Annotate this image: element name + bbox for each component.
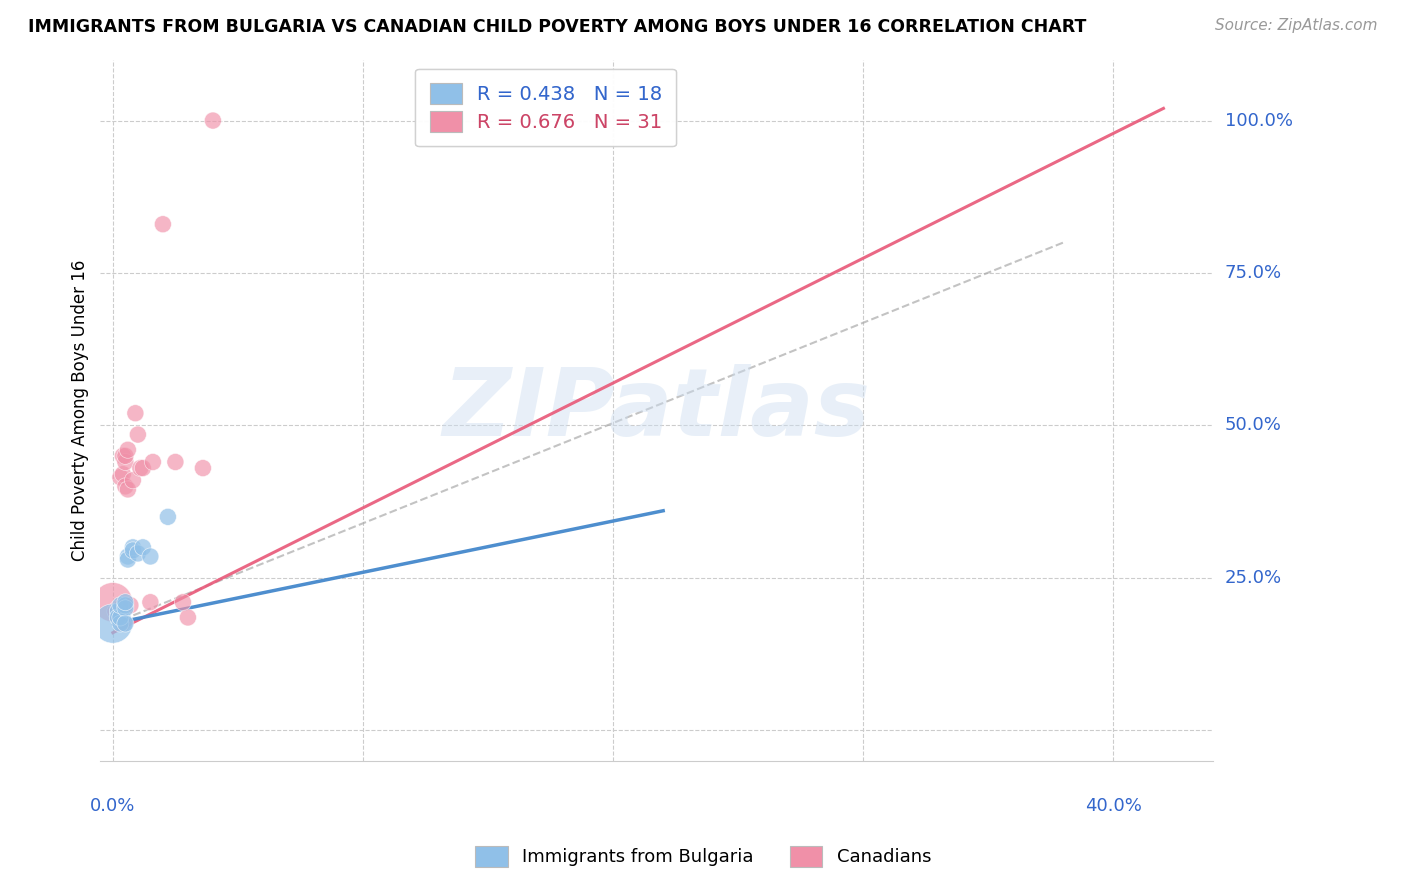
Text: 40.0%: 40.0% bbox=[1085, 797, 1142, 815]
Point bbox=[107, 604, 129, 618]
Point bbox=[101, 616, 124, 631]
Point bbox=[117, 549, 139, 564]
Text: 25.0%: 25.0% bbox=[1225, 569, 1282, 587]
Point bbox=[201, 113, 224, 128]
Text: 100.0%: 100.0% bbox=[1225, 112, 1292, 129]
Point bbox=[127, 546, 149, 560]
Point bbox=[122, 473, 145, 487]
Point bbox=[114, 595, 136, 609]
Point bbox=[117, 552, 139, 566]
Point bbox=[107, 610, 129, 624]
Y-axis label: Child Poverty Among Boys Under 16: Child Poverty Among Boys Under 16 bbox=[72, 260, 89, 561]
Point bbox=[132, 461, 155, 475]
Point bbox=[124, 406, 146, 420]
Point bbox=[142, 455, 165, 469]
Text: Source: ZipAtlas.com: Source: ZipAtlas.com bbox=[1215, 18, 1378, 33]
Point bbox=[165, 455, 187, 469]
Point bbox=[111, 449, 134, 463]
Text: 75.0%: 75.0% bbox=[1225, 264, 1282, 282]
Point bbox=[122, 543, 145, 558]
Point bbox=[107, 610, 129, 624]
Point bbox=[114, 455, 136, 469]
Point bbox=[152, 217, 174, 231]
Point bbox=[107, 604, 129, 618]
Point bbox=[111, 616, 134, 631]
Legend: Immigrants from Bulgaria, Canadians: Immigrants from Bulgaria, Canadians bbox=[468, 838, 938, 874]
Point bbox=[110, 610, 132, 624]
Point bbox=[114, 616, 136, 631]
Text: ZIPatlas: ZIPatlas bbox=[443, 364, 870, 456]
Point bbox=[120, 599, 142, 613]
Point bbox=[110, 604, 132, 618]
Point bbox=[111, 467, 134, 482]
Point bbox=[110, 601, 132, 615]
Point bbox=[114, 479, 136, 493]
Point bbox=[172, 595, 194, 609]
Point bbox=[117, 442, 139, 457]
Point bbox=[191, 461, 214, 475]
Point bbox=[114, 601, 136, 615]
Point bbox=[110, 610, 132, 624]
Text: IMMIGRANTS FROM BULGARIA VS CANADIAN CHILD POVERTY AMONG BOYS UNDER 16 CORRELATI: IMMIGRANTS FROM BULGARIA VS CANADIAN CHI… bbox=[28, 18, 1087, 36]
Point bbox=[110, 470, 132, 484]
Point bbox=[139, 595, 162, 609]
Point bbox=[107, 601, 129, 615]
Text: 50.0%: 50.0% bbox=[1225, 417, 1281, 434]
Point bbox=[132, 541, 155, 555]
Point bbox=[114, 449, 136, 463]
Point bbox=[110, 616, 132, 631]
Point bbox=[129, 461, 152, 475]
Point bbox=[177, 610, 200, 624]
Point bbox=[127, 427, 149, 442]
Point bbox=[114, 599, 136, 613]
Point bbox=[104, 604, 127, 618]
Text: 0.0%: 0.0% bbox=[90, 797, 135, 815]
Point bbox=[110, 599, 132, 613]
Point bbox=[101, 595, 124, 609]
Point bbox=[122, 541, 145, 555]
Point bbox=[156, 509, 179, 524]
Point bbox=[139, 549, 162, 564]
Legend: R = 0.438   N = 18, R = 0.676   N = 31: R = 0.438 N = 18, R = 0.676 N = 31 bbox=[415, 69, 676, 146]
Point bbox=[117, 483, 139, 497]
